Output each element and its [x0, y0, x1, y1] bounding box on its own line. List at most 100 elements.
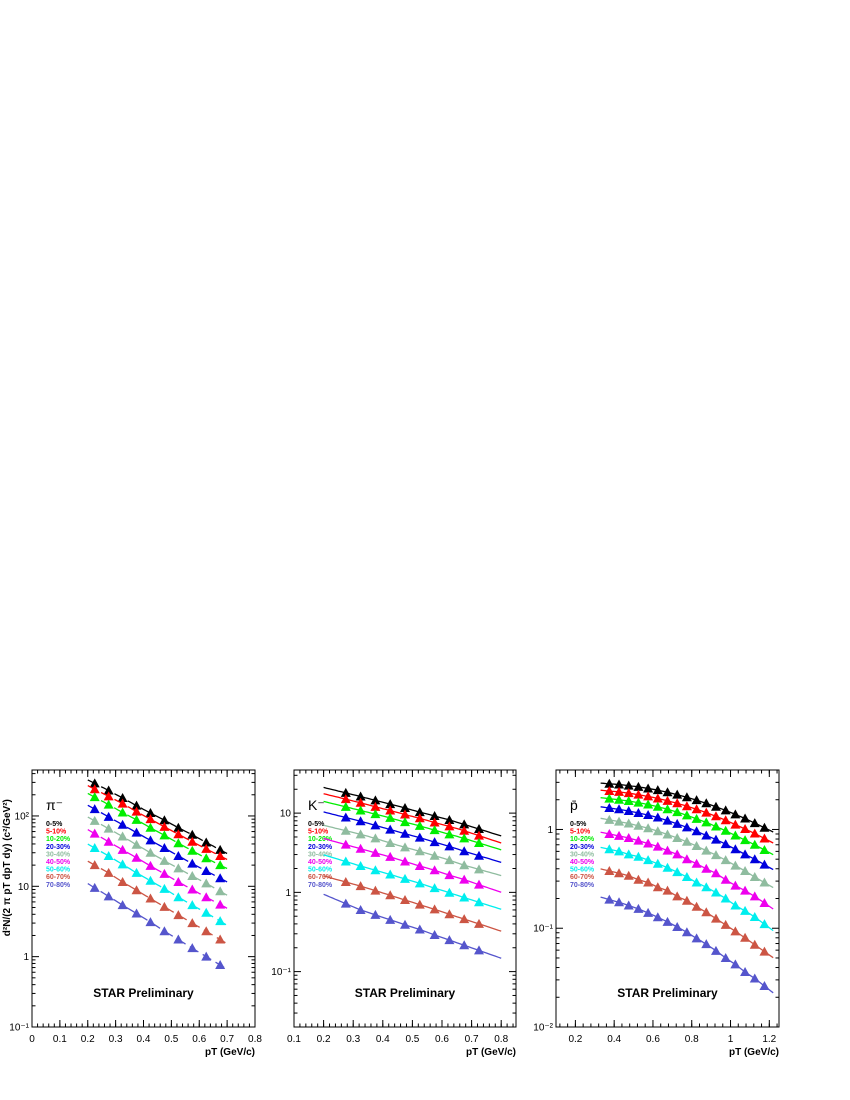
data-point	[131, 908, 142, 918]
data-point	[173, 829, 184, 839]
data-point	[662, 795, 673, 805]
data-point	[215, 860, 226, 870]
fit-curve	[323, 824, 502, 877]
data-point	[117, 792, 128, 802]
data-point	[623, 796, 634, 806]
data-point	[340, 877, 351, 887]
data-point	[103, 867, 114, 877]
data-point	[400, 873, 410, 883]
data-point	[429, 837, 440, 847]
data-point	[749, 872, 760, 882]
legend-entry: 0-5%	[570, 821, 587, 828]
data-point	[730, 900, 741, 910]
data-point	[759, 898, 770, 908]
data-point	[215, 899, 226, 909]
x-tick-label: 0.6	[192, 1034, 206, 1045]
data-point	[604, 828, 615, 838]
data-point	[201, 951, 212, 961]
data-point	[633, 820, 644, 830]
legend-entry: 40-50%	[570, 859, 595, 866]
legend-entry: 50-60%	[46, 867, 71, 874]
data-point	[340, 839, 351, 849]
data-point	[159, 883, 170, 893]
data-point	[145, 847, 156, 857]
data-point	[385, 812, 396, 822]
data-point	[710, 821, 721, 831]
data-point	[459, 825, 470, 835]
data-point	[173, 877, 184, 887]
data-point	[681, 792, 692, 802]
data-point	[89, 828, 100, 838]
data-point	[614, 779, 625, 789]
x-tick-label: 0.3	[346, 1034, 360, 1045]
data-point	[749, 839, 760, 849]
data-point	[340, 856, 351, 866]
y-tick-label: 1	[23, 952, 29, 963]
data-point	[385, 824, 396, 834]
data-point	[749, 973, 760, 983]
data-point	[444, 829, 455, 839]
data-point	[159, 830, 170, 840]
data-point	[187, 845, 198, 855]
data-point	[459, 874, 470, 884]
data-point	[385, 890, 396, 900]
data-point	[720, 952, 731, 962]
data-point	[710, 811, 721, 821]
data-point	[672, 798, 683, 808]
data-point	[159, 926, 170, 936]
panel-1: 0.1 0.2 0.3 0.4 0.5 0.6 0.7 0.8 10⁻¹ 1 10 pT (GeV/c…	[271, 769, 517, 1058]
data-point	[444, 909, 455, 919]
fit-curve	[323, 793, 502, 844]
data-point	[414, 846, 425, 856]
data-point	[633, 789, 644, 799]
data-point	[759, 844, 770, 854]
data-point	[145, 860, 156, 870]
data-point	[710, 868, 721, 878]
data-point	[623, 805, 634, 815]
data-point	[117, 844, 128, 854]
data-point	[730, 830, 741, 840]
data-point	[145, 875, 156, 885]
data-point	[370, 801, 381, 811]
data-point	[145, 822, 156, 832]
data-point	[623, 788, 634, 798]
data-point	[459, 833, 470, 843]
x-tick-label: 0.1	[53, 1034, 67, 1045]
data-point	[759, 981, 770, 991]
x-tick-label: 0.8	[248, 1034, 262, 1045]
legend-entry: 60-70%	[46, 874, 71, 881]
data-point	[201, 837, 212, 847]
data-point	[474, 879, 484, 889]
data-point	[701, 939, 712, 949]
data-point	[370, 833, 381, 843]
data-point	[414, 832, 425, 842]
x-tick-label: 0.5	[405, 1034, 419, 1045]
y-tick-label: 10⁻¹	[271, 967, 291, 978]
data-point	[623, 849, 634, 859]
data-point	[145, 808, 156, 818]
data-point	[201, 892, 212, 902]
legend-entry: 5-10%	[46, 829, 67, 836]
data-point	[355, 904, 366, 914]
fit-curve	[87, 792, 228, 870]
data-point	[652, 858, 663, 868]
data-point	[662, 916, 673, 926]
particle-label: π⁻	[46, 797, 63, 813]
fit-curve	[87, 804, 228, 883]
data-point	[691, 877, 702, 887]
data-point	[643, 823, 654, 833]
data-point	[340, 825, 351, 835]
data-point	[614, 830, 625, 840]
data-point	[444, 935, 455, 945]
data-point	[187, 900, 198, 910]
data-point	[89, 843, 100, 853]
data-point	[103, 850, 114, 860]
data-point	[159, 855, 170, 865]
legend-entry: 30-40%	[46, 851, 71, 858]
data-point	[145, 917, 156, 927]
data-point	[355, 791, 366, 801]
data-point	[145, 835, 156, 845]
data-point	[340, 812, 351, 822]
data-point	[681, 801, 692, 811]
